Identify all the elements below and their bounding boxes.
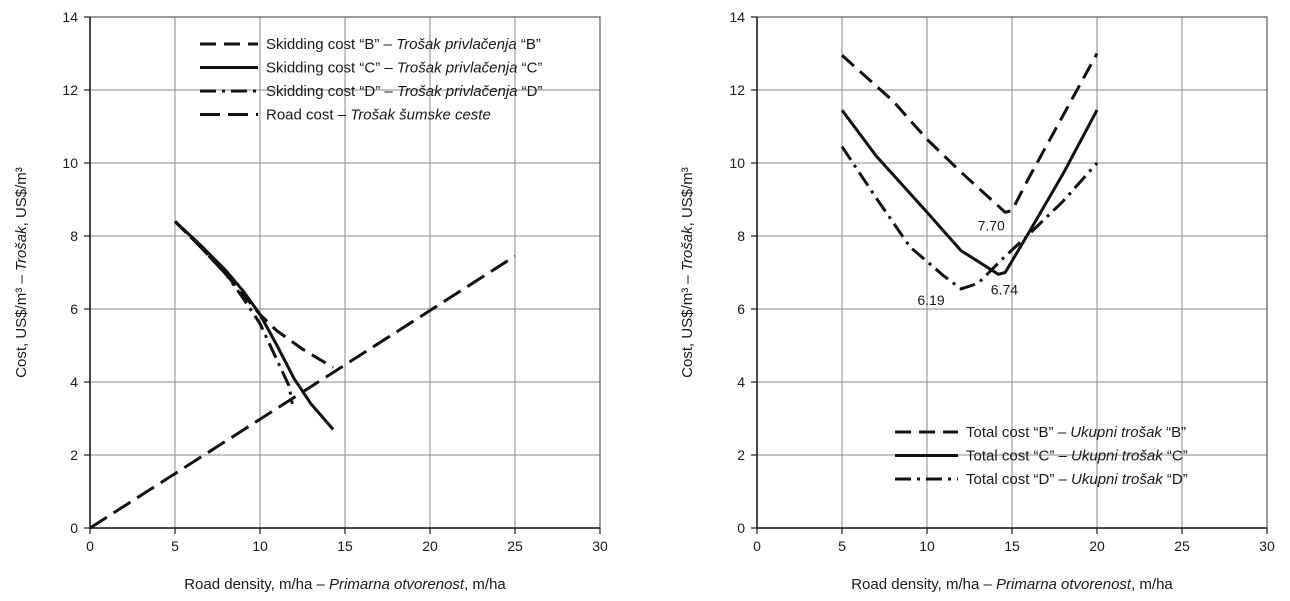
- label-italic: Trošak: [13, 225, 30, 271]
- y-axis-title: Cost, US$/m³ – Trošak, US$/m³: [13, 167, 30, 378]
- x-tick-label: 5: [838, 538, 846, 554]
- x-tick-label: 15: [1004, 538, 1020, 554]
- series-line-solid: [840, 109, 1099, 276]
- x-tick-label: 10: [252, 538, 268, 554]
- label-italic: Trošak: [679, 225, 696, 271]
- label-italic: Trošak privlačenja: [396, 36, 517, 53]
- y-tick-label: 4: [737, 374, 745, 390]
- y-tick-label: 6: [737, 301, 745, 317]
- y-tick-label: 12: [62, 82, 78, 98]
- legend-entry: Skidding cost “B” – Trošak privlačenja “…: [266, 36, 541, 53]
- data-annotation: 6.74: [991, 281, 1018, 297]
- x-tick-label: 0: [86, 538, 94, 554]
- x-tick-label: 10: [919, 538, 935, 554]
- data-annotation: 7.70: [978, 217, 1005, 233]
- y-tick-label: 2: [70, 447, 78, 463]
- y-tick-label: 10: [62, 155, 78, 171]
- label-suffix: “C”: [518, 60, 543, 77]
- legend-entry: Road cost – Trošak šumske ceste: [266, 107, 491, 124]
- y-tick-label: 14: [729, 9, 745, 25]
- x-axis-title: Road density, m/ha – Primarna otvorenost…: [851, 576, 1173, 593]
- label-suffix: “D”: [1163, 471, 1188, 488]
- label-plain: Cost, US$/m³ –: [13, 271, 30, 378]
- label-italic: Trošak šumske ceste: [350, 107, 491, 124]
- x-tick-label: 30: [1259, 538, 1275, 554]
- label-plain: Total cost “D” –: [966, 471, 1071, 488]
- label-plain: Skidding cost “B” –: [266, 36, 396, 53]
- label-suffix: “B”: [1162, 424, 1186, 441]
- label-italic: Ukupni trošak: [1070, 424, 1163, 441]
- label-plain: Road cost –: [266, 107, 350, 124]
- series-line-dashdot: [840, 145, 1099, 291]
- y-tick-label: 8: [70, 228, 78, 244]
- label-suffix: , m/ha: [1131, 576, 1173, 593]
- label-suffix: , m/ha: [464, 576, 506, 593]
- x-tick-label: 20: [1089, 538, 1105, 554]
- label-plain: Cost, US$/m³ –: [679, 271, 696, 378]
- x-tick-label: 5: [171, 538, 179, 554]
- y-tick-label: 0: [737, 520, 745, 536]
- x-tick-label: 25: [507, 538, 523, 554]
- series-line-dashed: [173, 220, 334, 369]
- x-tick-label: 0: [753, 538, 761, 554]
- series-line-dashdot: [173, 220, 294, 405]
- label-italic: Primarna otvorenost: [329, 576, 465, 593]
- label-italic: Ukupni trošak: [1071, 448, 1164, 465]
- x-tick-label: 20: [422, 538, 438, 554]
- label-suffix: , US$/m³: [13, 167, 30, 226]
- label-suffix: “C”: [1163, 448, 1188, 465]
- label-plain: Road density, m/ha –: [184, 576, 329, 593]
- legend-entry: Total cost “B” – Ukupni trošak “B”: [966, 424, 1186, 441]
- label-suffix: , US$/m³: [679, 167, 696, 226]
- right-chart: 0 5 10 15 20 25 30 0 2 4 6 8 10 12 14 Road density, m/h…: [679, 9, 1275, 593]
- left-chart: 0 5 10 15 20 25 30 0 2 4 6 8 10 12 14 Road density, m/h…: [13, 9, 608, 593]
- legend-entry: Skidding cost “D” – Trošak privlačenja “…: [266, 83, 543, 100]
- y-tick-label: 8: [737, 228, 745, 244]
- y-tick-label: 14: [62, 9, 78, 25]
- x-axis-title: Road density, m/ha – Primarna otvorenost…: [184, 576, 506, 593]
- legend-entry: Skidding cost “C” – Trošak privlačenja “…: [266, 60, 543, 77]
- legend-entry: Total cost “D” – Ukupni trošak “D”: [966, 471, 1188, 488]
- label-plain: Total cost “B” –: [966, 424, 1070, 441]
- label-plain: Skidding cost “C” –: [266, 60, 397, 77]
- y-tick-label: 12: [729, 82, 745, 98]
- y-tick-label: 0: [70, 520, 78, 536]
- label-plain: Skidding cost “D” –: [266, 83, 397, 100]
- data-annotation: 6.19: [917, 292, 944, 308]
- label-plain: Total cost “C” –: [966, 448, 1071, 465]
- label-italic: Trošak privlačenja: [397, 60, 518, 77]
- y-axis-title: Cost, US$/m³ – Trošak, US$/m³: [679, 167, 696, 378]
- y-tick-label: 6: [70, 301, 78, 317]
- label-italic: Primarna otvorenost: [996, 576, 1132, 593]
- label-italic: Trošak privlačenja: [397, 83, 518, 100]
- series-line-dashed: [840, 52, 1099, 214]
- x-tick-label: 30: [592, 538, 608, 554]
- label-suffix: “B”: [517, 36, 541, 53]
- label-plain: Road density, m/ha –: [851, 576, 996, 593]
- x-tick-label: 15: [337, 538, 353, 554]
- series-line-solid: [173, 220, 335, 431]
- y-tick-label: 4: [70, 374, 78, 390]
- y-tick-label: 2: [737, 447, 745, 463]
- legend-entry: Total cost “C” – Ukupni trošak “C”: [966, 448, 1188, 465]
- label-italic: Ukupni trošak: [1071, 471, 1164, 488]
- x-tick-label: 25: [1174, 538, 1190, 554]
- label-suffix: “D”: [518, 83, 543, 100]
- series-line-longdash: [89, 254, 516, 530]
- y-tick-label: 10: [729, 155, 745, 171]
